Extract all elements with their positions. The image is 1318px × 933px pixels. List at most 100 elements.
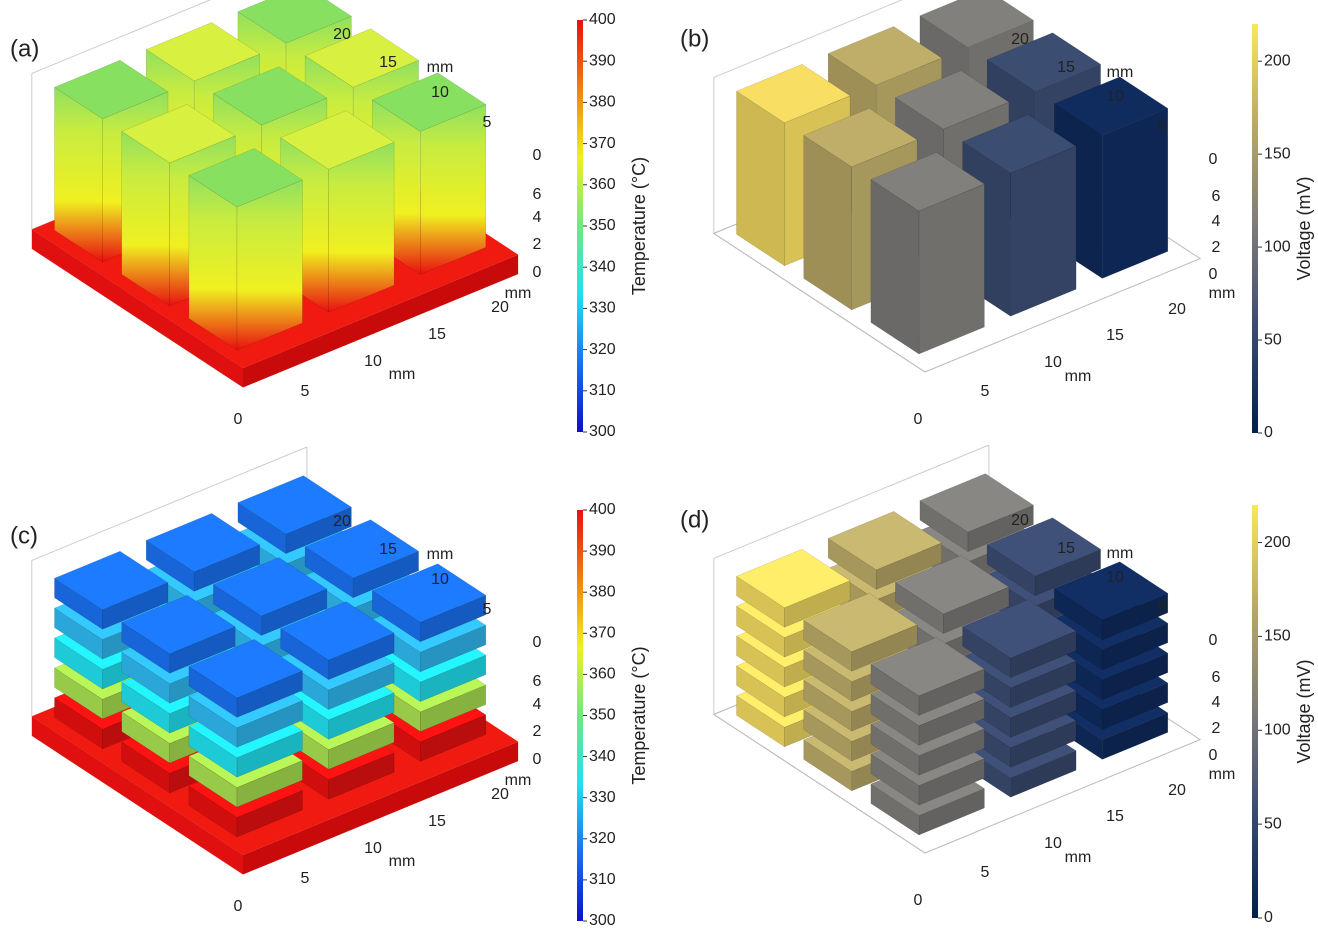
- colorbar-tick-label: 390: [589, 52, 616, 69]
- block-top: [919, 0, 1034, 48]
- y-tick-label: 20: [1011, 31, 1029, 48]
- colorbar-tick-label: 400: [589, 501, 616, 518]
- z-tick-label: 0: [533, 264, 542, 281]
- x-axis-unit: mm: [389, 853, 416, 870]
- x-tick-label: 0: [234, 898, 243, 915]
- x-tick-label: 15: [428, 813, 446, 830]
- colorbar-tick-label: 390: [589, 542, 616, 559]
- block-top: [237, 475, 352, 535]
- colorbar: [1252, 24, 1258, 433]
- panel-label: (c): [10, 522, 38, 549]
- x-tick-label: 20: [1168, 301, 1186, 318]
- block-top: [1053, 561, 1169, 621]
- block-top: [735, 548, 851, 608]
- colorbar: [577, 20, 583, 432]
- z-tick-label: 4: [1212, 213, 1221, 230]
- colorbar-tick-label: 310: [589, 382, 616, 399]
- x-tick-label: 15: [1106, 327, 1124, 344]
- colorbar-tick-label: 150: [1264, 145, 1291, 162]
- colorbar-tick-label: 150: [1264, 628, 1291, 645]
- z-axis-unit: mm: [1209, 285, 1236, 302]
- block-top: [212, 66, 328, 126]
- colorbar-tick-label: 330: [589, 789, 616, 806]
- y-axis-unit: mm: [427, 546, 454, 563]
- block-top: [188, 639, 303, 699]
- block-top: [894, 70, 1010, 130]
- block-top: [735, 64, 851, 124]
- block-top: [145, 513, 261, 573]
- block-top: [962, 599, 1077, 659]
- z-tick-label: 2: [1212, 239, 1221, 256]
- y-tick-label: 5: [1158, 119, 1167, 136]
- colorbar-tick-label: 360: [589, 176, 616, 193]
- x-tick-label: 5: [981, 383, 990, 400]
- colorbar-title: Voltage (mV): [1294, 659, 1314, 763]
- y-tick-label: 10: [1106, 569, 1124, 586]
- x-tick-label: 0: [914, 411, 923, 428]
- colorbar: [577, 510, 583, 921]
- colorbar-tick-label: 350: [589, 707, 616, 724]
- colorbar: [1252, 505, 1258, 918]
- y-tick-label: 15: [379, 541, 397, 558]
- colorbar-tick-label: 0: [1264, 909, 1273, 926]
- y-tick-label: 20: [1011, 512, 1029, 529]
- block-top: [803, 108, 918, 168]
- block-top: [986, 517, 1102, 577]
- base-plate-side: [243, 254, 519, 388]
- colorbar-tick-label: 50: [1264, 331, 1282, 348]
- y-tick-label: 15: [1057, 59, 1075, 76]
- z-tick-label: 0: [1209, 266, 1218, 283]
- colorbar-title: Temperature (°C): [629, 157, 649, 295]
- z-axis-unit: mm: [505, 285, 532, 302]
- colorbar-tick-label: 310: [589, 871, 616, 888]
- colorbar-tick-label: 340: [589, 748, 616, 765]
- x-tick-label: 0: [234, 411, 243, 428]
- block-top: [53, 550, 169, 610]
- block-top: [304, 519, 420, 579]
- x-tick-label: 20: [491, 786, 509, 803]
- z-tick-label: 6: [1212, 188, 1221, 205]
- z-tick-label: 2: [533, 236, 542, 253]
- y-axis-unit: mm: [1107, 64, 1134, 81]
- block-top: [870, 637, 985, 697]
- colorbar-tick-label: 200: [1264, 534, 1291, 551]
- y-tick-label: 15: [1057, 540, 1075, 557]
- block-top: [827, 26, 943, 86]
- block-top: [827, 511, 943, 571]
- colorbar-tick-label: 350: [589, 217, 616, 234]
- y-tick-label: 5: [1158, 600, 1167, 617]
- colorbar-tick-label: 100: [1264, 721, 1291, 738]
- panel: (d) 20151050mm6420mm20151050mm05010015020…: [680, 444, 1314, 926]
- axis-frame: [31, 446, 308, 561]
- block-top: [280, 601, 395, 661]
- block-top: [894, 555, 1010, 615]
- y-tick-label: 10: [431, 84, 449, 101]
- colorbar-tick-label: 320: [589, 341, 616, 358]
- x-tick-label: 15: [1106, 808, 1124, 825]
- colorbar-tick-label: 100: [1264, 238, 1291, 255]
- block-side: [1010, 145, 1077, 317]
- colorbar-tick-label: 330: [589, 300, 616, 317]
- z-tick-label: 6: [1212, 669, 1221, 686]
- y-tick-label: 20: [333, 513, 351, 530]
- x-tick-label: 5: [301, 870, 310, 887]
- block-top: [280, 110, 395, 170]
- colorbar-tick-label: 370: [589, 625, 616, 642]
- base-plate-side: [31, 716, 243, 875]
- y-tick-label: 20: [333, 26, 351, 43]
- x-axis-unit: mm: [1065, 849, 1092, 866]
- colorbar-tick-label: 50: [1264, 815, 1282, 832]
- z-tick-label: 6: [533, 673, 542, 690]
- y-tick-label: 0: [533, 634, 542, 651]
- z-tick-label: 0: [533, 751, 542, 768]
- block-top: [870, 152, 985, 212]
- z-tick-label: 0: [1209, 747, 1218, 764]
- block-top: [1053, 76, 1169, 136]
- x-tick-label: 10: [1044, 354, 1062, 371]
- colorbar-tick-label: 320: [589, 830, 616, 847]
- z-axis-unit: mm: [1209, 766, 1236, 783]
- y-tick-label: 0: [533, 147, 542, 164]
- x-tick-label: 5: [301, 383, 310, 400]
- x-tick-label: 10: [364, 353, 382, 370]
